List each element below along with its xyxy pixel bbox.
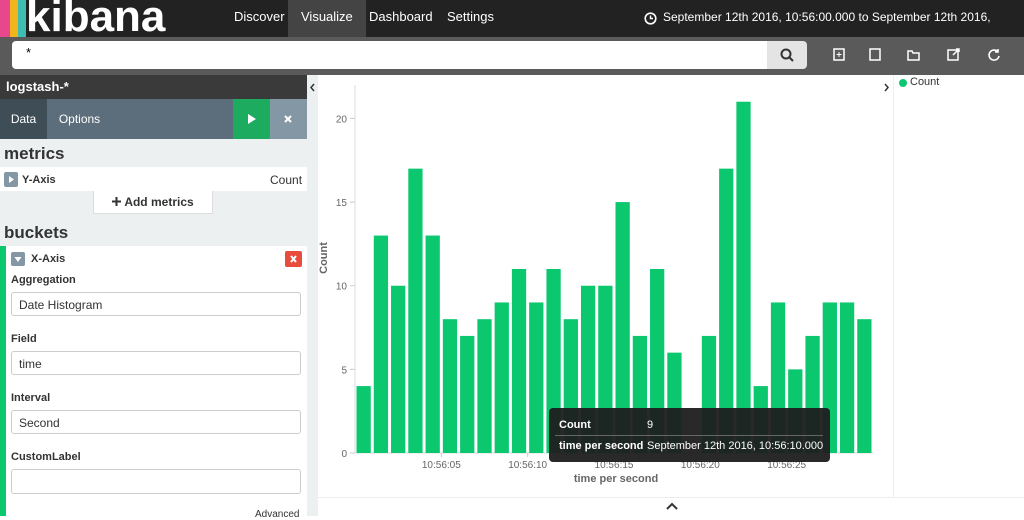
bar xyxy=(546,269,561,453)
toggle-icon[interactable] xyxy=(4,172,18,187)
logo: kibana xyxy=(26,0,166,41)
index-pattern: logstash-* xyxy=(0,75,307,99)
toolbar-icons[interactable] xyxy=(830,46,1010,64)
bar xyxy=(857,319,872,453)
tooltip: Count 9 time per second September 12th 2… xyxy=(549,408,830,462)
add-metrics-button[interactable]: Add metrics xyxy=(93,191,213,214)
field-label: Interval xyxy=(11,392,51,404)
x-axis-agg[interactable]: X-Axis xyxy=(31,253,66,265)
nav-item[interactable]: Visualize xyxy=(288,0,366,37)
metric-row xyxy=(0,167,307,191)
bar xyxy=(477,319,492,453)
nav-item[interactable]: Settings xyxy=(447,9,494,24)
bar xyxy=(719,168,734,453)
x-axis-label: time per second xyxy=(574,473,658,485)
x-tick-label: 10:56:15 xyxy=(595,460,634,471)
legend-swatch xyxy=(899,79,907,87)
bucket-stripe xyxy=(0,246,6,516)
bar xyxy=(408,168,423,453)
advanced-link[interactable]: Advanced xyxy=(255,509,300,520)
select[interactable]: Second xyxy=(11,410,301,434)
bar xyxy=(460,335,475,453)
y-axis-label: Count xyxy=(318,242,330,274)
legend-toggle[interactable] xyxy=(880,75,893,105)
y-tick-label: 15 xyxy=(336,198,348,209)
x-tick-label: 10:56:10 xyxy=(508,460,547,471)
discard-button[interactable] xyxy=(270,99,307,139)
bar xyxy=(494,302,509,453)
expand-button[interactable] xyxy=(662,500,682,512)
tab[interactable]: Options xyxy=(58,112,101,126)
nav-item[interactable]: Dashboard xyxy=(369,9,433,24)
bottom-strip xyxy=(318,497,1024,517)
x-tick-label: 10:56:05 xyxy=(422,460,461,471)
toggle-icon[interactable] xyxy=(11,252,25,266)
x-tick-label: 10:56:25 xyxy=(767,460,806,471)
tooltip-value: 9 xyxy=(647,419,654,431)
y-axis-value: Count xyxy=(270,173,303,187)
toolbar: * xyxy=(0,37,1024,75)
tooltip-key: Count xyxy=(559,419,591,431)
y-tick-label: 0 xyxy=(341,449,347,460)
bar xyxy=(373,235,389,453)
tooltip-key: time per second xyxy=(559,440,644,452)
field-label: Aggregation xyxy=(11,274,76,286)
y-tick-label: 20 xyxy=(336,114,348,125)
add-metrics-label: Add metrics xyxy=(124,195,194,209)
bar xyxy=(650,269,665,453)
clock-icon xyxy=(644,12,657,25)
logo-stripe xyxy=(0,0,10,37)
field-label: Field xyxy=(11,333,37,345)
bar xyxy=(736,101,751,454)
y-tick-label: 10 xyxy=(336,282,348,293)
section-title: buckets xyxy=(4,223,69,242)
section-title: metrics xyxy=(4,144,65,163)
bar xyxy=(356,386,371,453)
tab[interactable]: Data xyxy=(0,99,47,139)
nav-item[interactable]: Discover xyxy=(234,9,285,24)
top-nav: kibana Discover Visualize Dashboard Sett… xyxy=(0,0,1024,58)
sidebar: logstash-* Data Options metrics Y-Axis C… xyxy=(0,75,307,520)
tooltip-value: September 12th 2016, 10:56:10.000 xyxy=(647,440,824,452)
y-axis-agg[interactable]: Y-Axis xyxy=(22,174,56,186)
logo-stripe xyxy=(10,0,18,37)
bar xyxy=(615,202,630,453)
tooltip-divider xyxy=(555,435,823,436)
bar xyxy=(391,285,406,453)
bar xyxy=(511,269,527,453)
search-input[interactable]: * xyxy=(12,41,767,69)
select[interactable]: Date Histogram xyxy=(11,292,301,316)
x-tick-label: 10:56:20 xyxy=(681,460,720,471)
apply-button[interactable] xyxy=(233,99,270,139)
search-button[interactable] xyxy=(767,41,807,69)
bar xyxy=(425,235,440,453)
legend: Count xyxy=(893,75,1024,497)
legend-label[interactable]: Count xyxy=(910,76,940,88)
bar xyxy=(839,302,855,453)
remove-button[interactable] xyxy=(285,251,302,267)
select[interactable]: time xyxy=(11,351,301,375)
logo-stripe xyxy=(18,0,26,37)
collapse-strip[interactable] xyxy=(307,75,318,516)
y-tick-label: 5 xyxy=(341,365,347,376)
time-range[interactable]: September 12th 2016, 10:56:00.000 to Sep… xyxy=(663,10,991,58)
bar xyxy=(529,302,544,453)
bar xyxy=(442,319,458,453)
field-label: CustomLabel xyxy=(11,451,81,463)
text-input[interactable] xyxy=(11,469,301,494)
